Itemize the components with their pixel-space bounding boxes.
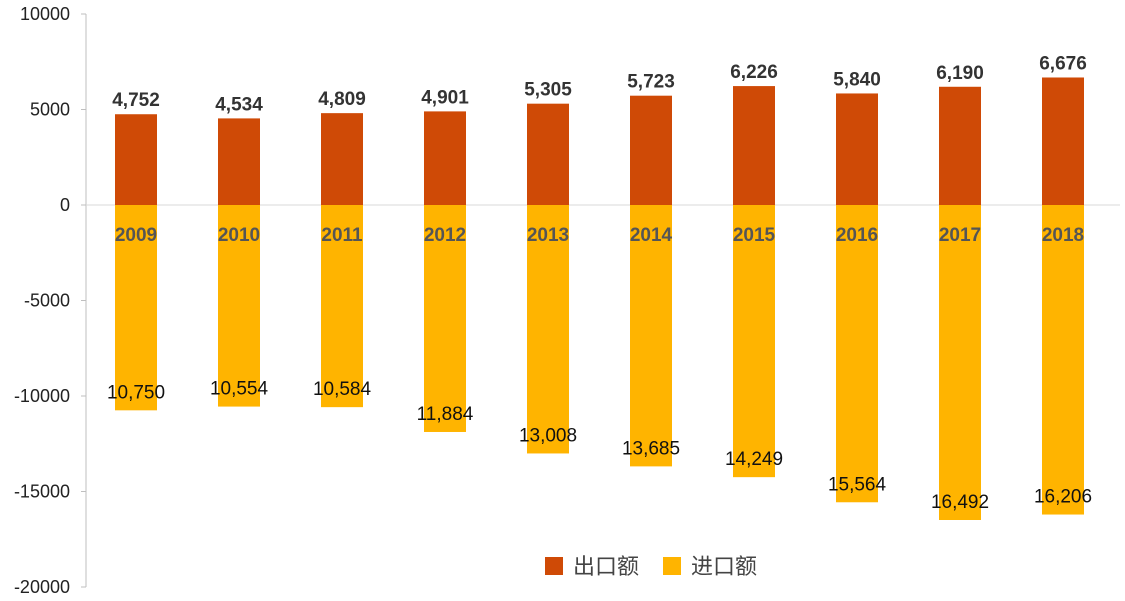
export-data-label: 5,305: [524, 80, 572, 101]
export-bar: [527, 103, 569, 205]
export-data-label: 5,840: [833, 69, 881, 90]
import-bar: [321, 205, 363, 408]
export-data-label: 6,226: [730, 62, 778, 83]
bars: [115, 77, 1084, 520]
category-label: 2011: [321, 225, 363, 246]
export-data-label: 4,901: [421, 87, 469, 108]
import-data-label: 16,492: [931, 492, 989, 513]
category-label: 2010: [218, 225, 260, 246]
legend: 出口额 进口额: [545, 555, 757, 580]
export-data-label: 4,534: [215, 94, 263, 115]
y-tick-label: 0: [60, 195, 70, 215]
category-label: 2013: [527, 225, 569, 246]
export-bar: [733, 86, 775, 205]
category-label: 2017: [939, 225, 981, 246]
y-tick-label: 10000: [20, 4, 70, 24]
category-label: 2009: [115, 225, 157, 246]
import-bar: [630, 205, 672, 467]
export-bar: [1042, 77, 1084, 205]
import-bar: [218, 205, 260, 407]
import-data-label: 11,884: [417, 404, 474, 425]
import-bar: [115, 205, 157, 411]
export-bar: [115, 114, 157, 205]
export-bar: [939, 86, 981, 205]
export-bar: [424, 111, 466, 205]
export-bar: [630, 95, 672, 205]
import-bar: [1042, 205, 1084, 515]
import-data-label: 10,750: [107, 382, 165, 403]
legend-label-import: 进口额: [691, 555, 757, 580]
y-tick-label: -20000: [14, 577, 70, 597]
export-data-label: 6,190: [936, 63, 984, 84]
import-data-label: 16,206: [1034, 487, 1092, 508]
legend-swatch-export: [545, 557, 563, 575]
import-data-label: 10,584: [313, 379, 372, 400]
category-label: 2014: [630, 225, 673, 246]
import-data-label: 13,008: [519, 425, 577, 446]
import-bar: [733, 205, 775, 478]
export-data-label: 4,809: [318, 89, 366, 110]
axes: 10000 5000 0 -5000 -10000 -15000 -20000: [14, 4, 1120, 597]
import-data-label: 13,685: [622, 438, 680, 459]
import-bar: [836, 205, 878, 503]
import-data-label: 15,564: [828, 474, 887, 495]
y-tick-label: -15000: [14, 482, 70, 502]
export-bar: [218, 118, 260, 205]
import-bar: [424, 205, 466, 432]
export-data-label: 6,676: [1039, 53, 1087, 74]
labels: 4,752 2009 10,750 4,534 2010 10,554 4,809 2011 1…: [107, 53, 1092, 513]
category-label: 2015: [733, 225, 776, 246]
export-data-label: 5,723: [627, 72, 675, 93]
legend-label-export: 出口额: [573, 555, 639, 580]
import-bar: [939, 205, 981, 520]
category-label: 2018: [1042, 225, 1084, 246]
category-label: 2016: [836, 225, 878, 246]
import-data-label: 14,249: [725, 449, 783, 470]
legend-swatch-import: [663, 557, 681, 575]
y-tick-label: 5000: [30, 100, 70, 120]
y-tick-label: -5000: [24, 291, 70, 311]
import-bar: [527, 205, 569, 454]
export-bar: [321, 113, 363, 205]
export-data-label: 4,752: [112, 90, 160, 111]
import-data-label: 10,554: [210, 379, 269, 400]
y-tick-label: -10000: [14, 386, 70, 406]
category-label: 2012: [424, 225, 466, 246]
export-bar: [836, 93, 878, 205]
